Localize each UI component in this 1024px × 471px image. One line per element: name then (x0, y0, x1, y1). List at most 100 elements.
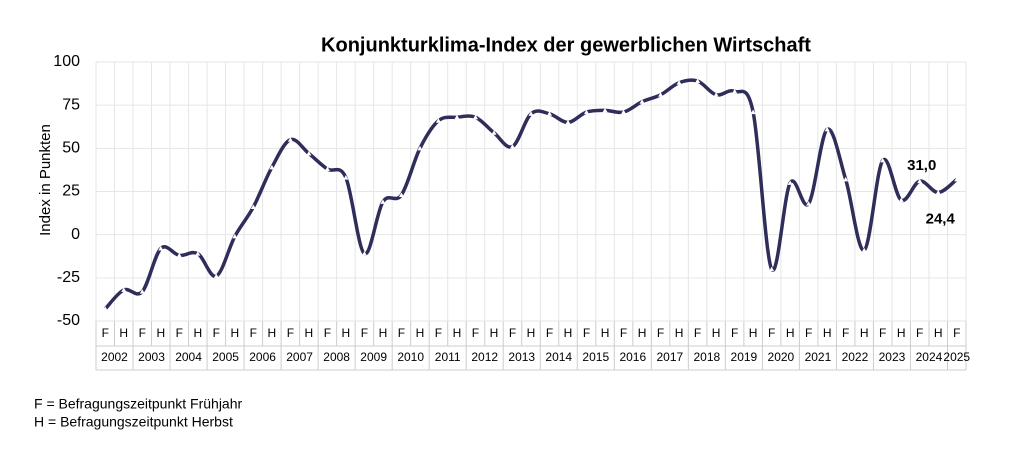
x-tick-label: F (213, 326, 220, 340)
point-marker (287, 137, 293, 142)
point-marker (621, 109, 627, 115)
y-tick-label: 75 (62, 96, 80, 113)
point-marker (195, 251, 201, 256)
y-tick-label: 100 (53, 53, 80, 70)
point-marker (324, 166, 330, 172)
chart-title: Konjunkturklima-Index der gewerblichen W… (321, 34, 811, 56)
x-tick-label: H (749, 326, 758, 340)
x-tick-label: H (490, 326, 499, 340)
x-tick-label: F (731, 326, 738, 340)
point-marker (695, 78, 701, 83)
point-marker (102, 306, 108, 311)
x-tick-label: F (583, 326, 590, 340)
year-label: 2003 (138, 350, 165, 364)
point-marker (509, 144, 515, 149)
point-marker (158, 245, 164, 251)
point-marker (584, 109, 590, 115)
x-tick-label: H (638, 326, 647, 340)
year-label: 2002 (101, 350, 128, 364)
x-tick-label: H (823, 326, 832, 340)
note: H = Befragungszeitpunkt Herbst (34, 414, 233, 430)
year-label: 2008 (323, 350, 350, 364)
point-marker (213, 273, 219, 279)
year-label: 2023 (879, 350, 906, 364)
x-tick-label: F (102, 326, 109, 340)
x-tick-label: F (287, 326, 294, 340)
year-label: 2017 (656, 350, 683, 364)
point-marker (898, 197, 904, 203)
y-tick-label: -50 (57, 312, 80, 329)
year-label: 2013 (508, 350, 535, 364)
x-tick-label: H (193, 326, 202, 340)
year-label: 2022 (842, 350, 869, 364)
year-label: 2019 (731, 350, 758, 364)
point-marker (917, 178, 923, 184)
point-marker (454, 114, 460, 120)
point-marker (954, 176, 960, 182)
x-tick-label: H (416, 326, 425, 340)
x-tick-label: H (119, 326, 128, 340)
point-marker (732, 88, 738, 94)
x-tick-label: F (250, 326, 257, 340)
x-tick-label: H (527, 326, 536, 340)
point-marker (361, 251, 367, 256)
point-marker (269, 164, 275, 170)
year-label: 2004 (175, 350, 202, 364)
x-tick-label: F (620, 326, 627, 340)
point-marker (935, 190, 941, 195)
year-label: 2015 (582, 350, 609, 364)
x-tick-label: F (139, 326, 146, 340)
note: F = Befragungszeitpunkt Frühjahr (34, 396, 243, 412)
x-tick-label: H (934, 326, 943, 340)
point-marker (750, 109, 756, 115)
x-tick-label: F (694, 326, 701, 340)
x-tick-label: F (435, 326, 442, 340)
x-tick-label: H (230, 326, 239, 340)
x-tick-label: H (564, 326, 573, 340)
point-marker (880, 157, 886, 163)
point-marker (602, 107, 608, 113)
year-label: 2016 (619, 350, 646, 364)
point-marker (676, 80, 682, 85)
x-tick-label: H (453, 326, 462, 340)
x-tick-label: F (398, 326, 405, 340)
x-tick-label: H (786, 326, 795, 340)
point-marker (843, 176, 849, 182)
point-marker (232, 233, 238, 239)
x-tick-label: H (379, 326, 388, 340)
point-marker (176, 252, 182, 258)
x-tick-label: F (546, 326, 553, 340)
point-marker (861, 247, 867, 253)
year-label: 2007 (286, 350, 313, 364)
point-marker (343, 175, 349, 180)
y-tick-label: 0 (71, 226, 80, 243)
point-marker (380, 199, 386, 204)
x-tick-label: F (916, 326, 923, 340)
y-tick-label: -25 (57, 269, 80, 286)
x-tick-label: F (805, 326, 812, 340)
year-label: 2024 (916, 350, 943, 364)
x-tick-label: F (657, 326, 664, 340)
x-tick-label: H (712, 326, 721, 340)
point-marker (658, 92, 664, 97)
data-label: 31,0 (907, 157, 936, 174)
data-label: 24,4 (926, 211, 956, 228)
point-marker (806, 201, 812, 206)
point-marker (398, 192, 404, 197)
year-label: 2009 (360, 350, 387, 364)
year-label: 2021 (805, 350, 832, 364)
year-label: 2006 (249, 350, 276, 364)
x-tick-label: H (897, 326, 906, 340)
year-label: 2012 (471, 350, 498, 364)
x-tick-label: F (324, 326, 331, 340)
point-marker (824, 126, 830, 132)
y-axis-label: Index in Punkten (37, 124, 54, 236)
point-marker (250, 204, 256, 210)
point-marker (417, 145, 423, 151)
x-tick-label: F (509, 326, 516, 340)
year-label: 2011 (435, 350, 461, 364)
x-tick-label: F (361, 326, 368, 340)
x-tick-label: F (768, 326, 775, 340)
point-marker (472, 114, 478, 120)
